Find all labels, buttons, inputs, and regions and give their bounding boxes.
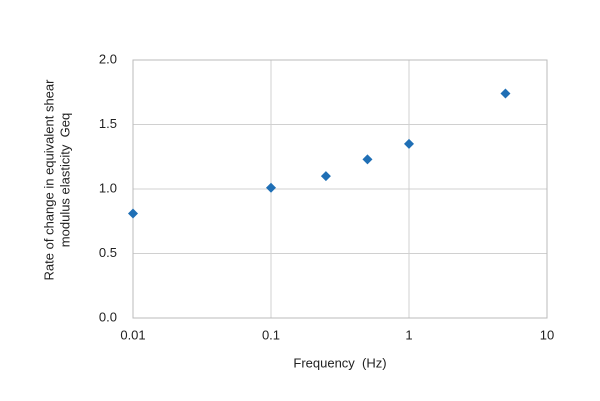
y-axis-title: modulus elasticity Geq	[57, 113, 72, 247]
x-tick-label: 1	[405, 327, 412, 342]
x-tick-label: 0.1	[262, 327, 280, 342]
marker	[266, 182, 276, 193]
marker	[404, 138, 414, 149]
marker	[128, 208, 138, 219]
marker	[362, 154, 373, 165]
marker	[500, 88, 511, 99]
y-tick-label: 0.0	[99, 309, 117, 324]
x-axis-title: Frequency (Hz)	[293, 355, 386, 370]
marker	[320, 171, 331, 182]
y-axis-title: Rate of change in equivalent shear	[41, 79, 56, 281]
x-tick-label: 0.01	[120, 327, 145, 342]
y-tick-label: 1.0	[99, 180, 117, 195]
y-tick-label: 0.5	[99, 245, 117, 260]
plot-border	[132, 59, 548, 319]
y-tick-label: 2.0	[99, 51, 117, 66]
y-tick-label: 1.5	[99, 116, 117, 131]
x-tick-label: 10	[540, 327, 554, 342]
